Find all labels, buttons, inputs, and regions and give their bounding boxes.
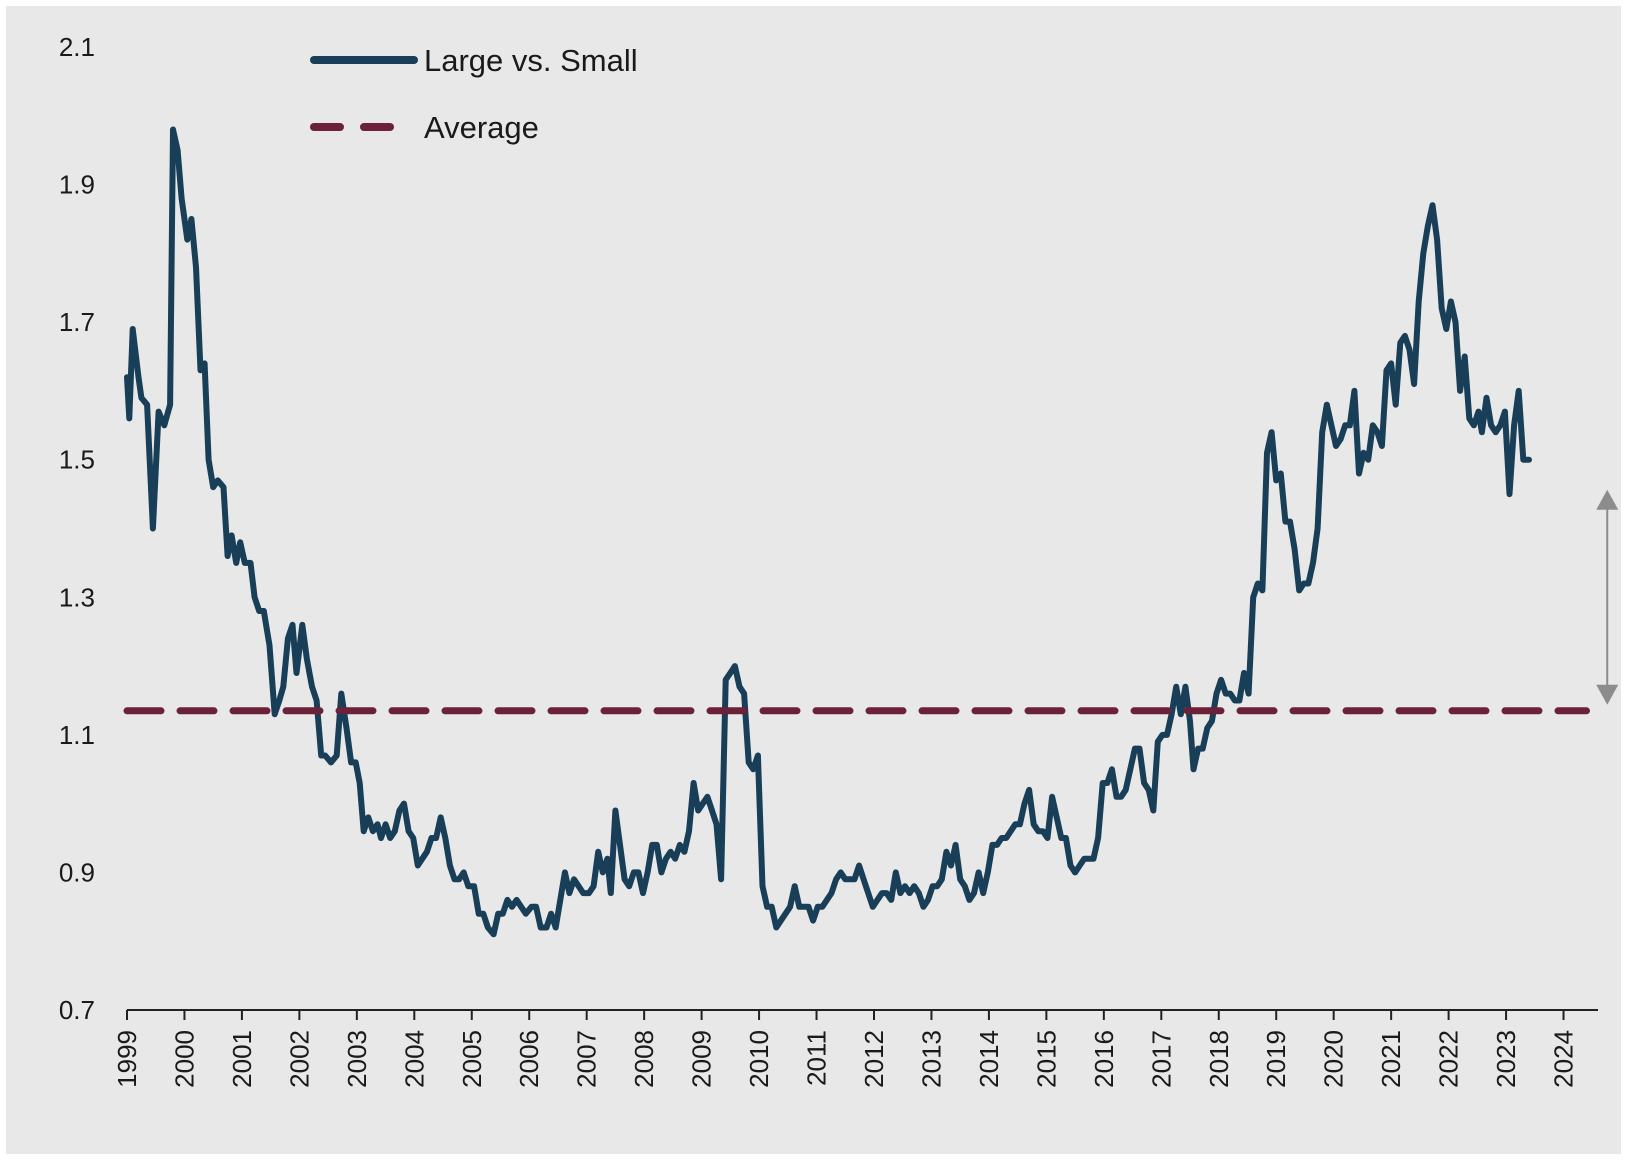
x-tick-label: 2021 [1376,1030,1406,1088]
x-tick-label: 2016 [1089,1030,1119,1088]
x-tick-label: 2008 [629,1030,659,1088]
x-tick-label: 2004 [399,1030,429,1088]
x-tick-label: 2020 [1319,1030,1349,1088]
x-tick-label: 2001 [227,1030,257,1088]
x-tick-label: 2022 [1434,1030,1464,1088]
x-tick-label: 2018 [1204,1030,1234,1088]
x-tick-label: 2019 [1261,1030,1291,1088]
y-tick-label: 1.9 [59,170,95,200]
y-tick-label: 1.7 [59,307,95,337]
x-tick-label: 2024 [1549,1030,1579,1088]
x-tick-label: 2014 [974,1030,1004,1088]
x-tick-label: 2009 [687,1030,717,1088]
gap-arrow-head-up [1596,489,1619,510]
legend-label: Large vs. Small [424,43,638,78]
annotation-layer [1596,489,1619,705]
x-tick-label: 2005 [457,1030,487,1088]
y-tick-label: 1.5 [59,445,95,475]
y-axis-ticks: 0.7 0.9 1.1 1.3 1.5 1.7 1.9 2.1 [59,32,95,1025]
x-tick-label: 2015 [1031,1030,1061,1088]
y-tick-label: 0.9 [59,857,95,887]
y-tick-label: 1.1 [59,720,95,750]
x-tick-label: 2000 [169,1030,199,1088]
x-tick-label: 2003 [342,1030,372,1088]
x-tick-label: 2010 [744,1030,774,1088]
legend: Large vs. Small Average [310,43,638,145]
x-axis: 1999 2000 2001 2002 2003 2004 2005 2006 2007 2008… [112,1009,1598,1088]
plot-background [6,6,1621,1154]
x-tick-label: 2007 [572,1030,602,1088]
x-tick-label: 2002 [284,1030,314,1088]
x-tick-label: 2006 [514,1030,544,1088]
series-line-large-vs-small [124,126,1532,938]
x-tick-label: 2017 [1146,1030,1176,1088]
x-tick-label: 2023 [1491,1030,1521,1088]
y-tick-label: 0.7 [59,995,95,1025]
y-tick-label: 1.3 [59,582,95,612]
x-tick-label: 2012 [859,1030,889,1088]
gap-arrow-head-down [1596,684,1619,705]
x-tick-label: 2013 [916,1030,946,1088]
series-layer [123,126,1590,938]
x-tick-label: 1999 [112,1030,142,1088]
x-tick-label: 2011 [802,1030,832,1086]
legend-label: Average [424,110,539,145]
y-tick-label: 2.1 [59,32,95,62]
